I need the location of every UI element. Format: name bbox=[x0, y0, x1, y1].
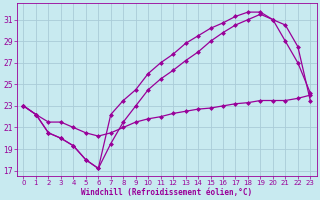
X-axis label: Windchill (Refroidissement éolien,°C): Windchill (Refroidissement éolien,°C) bbox=[81, 188, 252, 197]
